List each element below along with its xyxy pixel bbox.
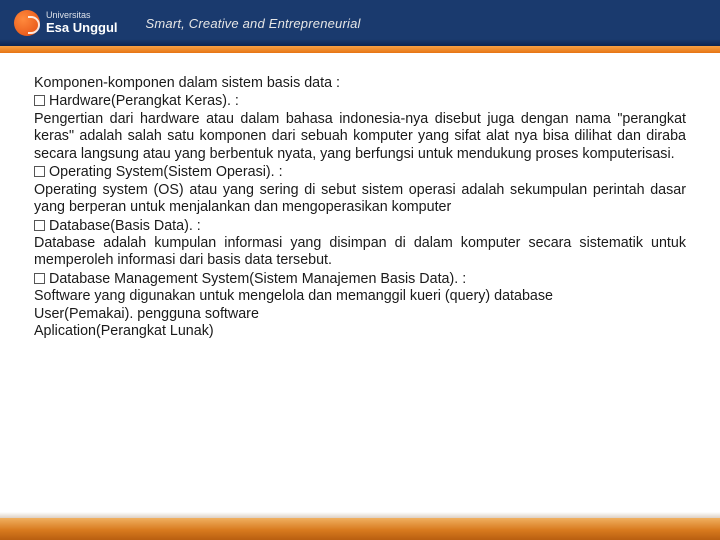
checkbox-icon [34,166,45,177]
logo-line1: Universitas [46,11,118,20]
item-body: Software yang digunakan untuk mengelola … [34,288,686,305]
logo-text: Universitas Esa Unggul [46,11,118,34]
accent-bar [0,46,720,53]
checkbox-icon [34,220,45,231]
checkbox-icon [34,273,45,284]
item-heading-text: Database Management System(Sistem Manaje… [49,271,466,287]
checkbox-icon [34,95,45,106]
item-heading: Database(Basis Data). : [34,218,686,235]
item-body: Pengertian dari hardware atau dalam baha… [34,111,686,163]
header-bar: Universitas Esa Unggul Smart, Creative a… [0,0,720,46]
item-heading-text: Operating System(Sistem Operasi). : [49,164,283,180]
tail-line: User(Pemakai). pengguna software [34,306,686,323]
item-body: Operating system (OS) atau yang sering d… [34,182,686,217]
item-heading: Hardware(Perangkat Keras). : [34,93,686,110]
item-heading-text: Hardware(Perangkat Keras). : [49,93,239,109]
logo-icon [14,10,40,36]
tail-line: Aplication(Perangkat Lunak) [34,323,686,340]
tagline: Smart, Creative and Entrepreneurial [146,16,361,31]
slide-body: Komponen-komponen dalam sistem basis dat… [0,53,720,341]
logo-area: Universitas Esa Unggul [0,10,118,36]
item-heading: Operating System(Sistem Operasi). : [34,164,686,181]
item-heading: Database Management System(Sistem Manaje… [34,271,686,288]
footer-bar [0,518,720,540]
logo-line2: Esa Unggul [46,21,118,35]
item-heading-text: Database(Basis Data). : [49,218,201,234]
body-title: Komponen-komponen dalam sistem basis dat… [34,75,686,92]
item-body: Database adalah kumpulan informasi yang … [34,235,686,270]
